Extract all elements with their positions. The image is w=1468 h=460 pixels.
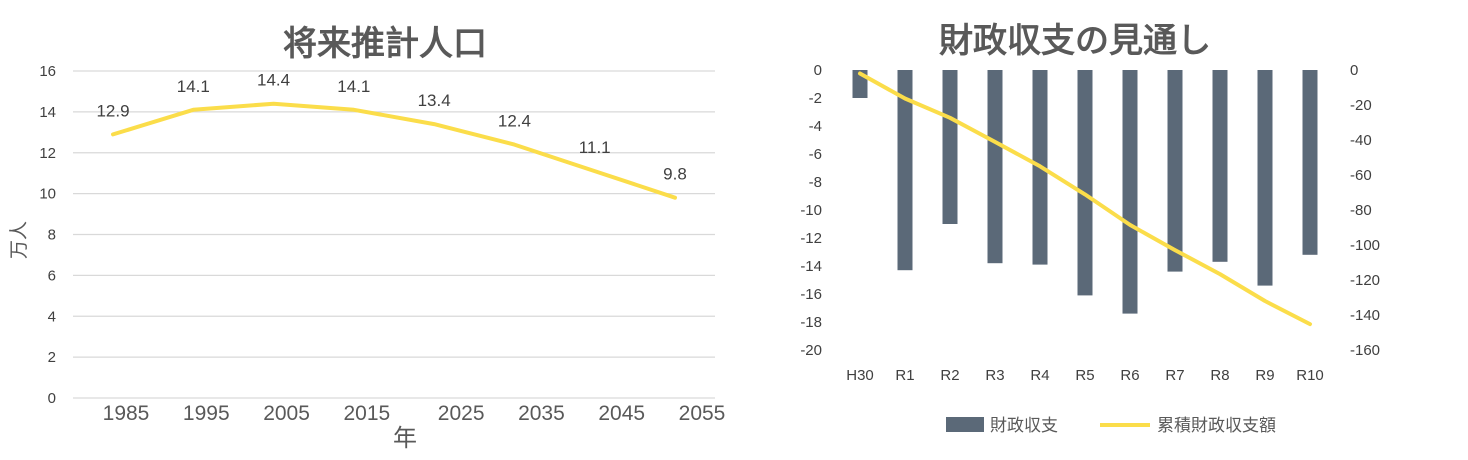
fiscal-right-y-tick: -160 <box>1350 342 1380 359</box>
fiscal-x-tick: R3 <box>985 367 1004 384</box>
fiscal-left-y-tick: -12 <box>800 230 822 247</box>
population-data-label: 9.8 <box>663 165 687 184</box>
fiscal-left-y-tick: -8 <box>809 174 822 191</box>
fiscal-left-y-tick: -18 <box>800 314 822 331</box>
fiscal-right-y-tick: 0 <box>1350 62 1358 79</box>
fiscal-x-tick: R6 <box>1120 367 1139 384</box>
cumulative-balance-line <box>858 71 1312 327</box>
population-y-tick: 10 <box>39 186 56 203</box>
fiscal-balance-bar <box>1302 70 1318 255</box>
fiscal-left-y-tick: -2 <box>809 90 822 107</box>
population-y-tick: 4 <box>48 308 56 325</box>
fiscal-left-y-tick: -14 <box>800 258 822 275</box>
fiscal-balance-bar <box>1122 70 1138 314</box>
population-data-label: 14.1 <box>337 77 370 96</box>
fiscal-balance-bar <box>1167 70 1183 272</box>
fiscal-balance-bar <box>987 70 1003 264</box>
population-y-tick: 8 <box>48 227 56 244</box>
fiscal-right-y-tick: -80 <box>1350 202 1372 219</box>
fiscal-x-tick: R7 <box>1165 367 1184 384</box>
population-data-label: 11.1 <box>579 138 611 157</box>
population-x-tick: 2045 <box>598 402 645 425</box>
fiscal-left-y-tick: -10 <box>800 202 822 219</box>
fiscal-right-y-tick: -100 <box>1350 237 1380 254</box>
fiscal-right-y-tick: -60 <box>1350 167 1372 184</box>
population-y-tick: 6 <box>48 267 56 284</box>
fiscal-balance-bar <box>942 70 958 224</box>
population-chart-title: 将来推計人口 <box>283 24 487 64</box>
population-y-tick: 2 <box>48 349 56 366</box>
population-data-label: 14.1 <box>177 77 210 96</box>
legend-bar-swatch <box>946 417 984 432</box>
population-y-axis-label: 万人 <box>8 221 30 259</box>
fiscal-left-y-tick: -4 <box>809 118 822 135</box>
fiscal-x-tick: R8 <box>1210 367 1229 384</box>
legend-bar-label: 財政収支 <box>990 416 1058 436</box>
legend-line-label: 累積財政収支額 <box>1157 416 1276 436</box>
fiscal-left-y-tick: -20 <box>800 342 822 359</box>
fiscal-balance-bar <box>897 70 913 271</box>
population-data-label: 12.4 <box>498 112 531 131</box>
fiscal-balance-bar <box>1212 70 1228 262</box>
fiscal-right-y-tick: -120 <box>1350 272 1380 289</box>
fiscal-balance-bar <box>1077 70 1093 296</box>
fiscal-right-y-tick: -40 <box>1350 132 1372 149</box>
fiscal-balance-bar <box>1257 70 1273 286</box>
fiscal-x-tick: R2 <box>940 367 959 384</box>
population-x-axis-label: 年 <box>393 424 417 452</box>
fiscal-x-tick: R5 <box>1075 367 1094 384</box>
population-y-tick: 16 <box>39 63 56 80</box>
population-chart: 将来推計人口 万人 年 0 2 4 6 8 10 12 14 16 1985 1995 2005 20… <box>8 24 725 452</box>
fiscal-left-y-tick: 0 <box>814 62 822 79</box>
population-x-tick: 2035 <box>518 402 565 425</box>
population-x-tick: 1985 <box>103 402 150 425</box>
fiscal-legend: 財政収支 累積財政収支額 <box>946 416 1276 436</box>
population-data-label: 14.4 <box>257 71 290 90</box>
population-x-tick: 2025 <box>438 402 485 425</box>
population-data-label: 13.4 <box>418 91 451 110</box>
fiscal-x-tick: R4 <box>1030 367 1049 384</box>
population-line <box>111 101 677 200</box>
fiscal-right-y-tick: -20 <box>1350 97 1372 114</box>
fiscal-chart-title: 財政収支の見通し <box>939 21 1211 61</box>
fiscal-left-y-tick: -6 <box>809 146 822 163</box>
fiscal-x-tick: H30 <box>846 367 874 384</box>
population-x-tick: 2055 <box>679 402 726 425</box>
population-y-tick: 14 <box>39 104 56 121</box>
population-x-tick: 2015 <box>343 402 390 425</box>
population-x-tick: 1995 <box>183 402 230 425</box>
population-x-tick: 2005 <box>263 402 310 425</box>
fiscal-x-tick: R9 <box>1255 367 1274 384</box>
population-data-label: 12.9 <box>96 101 129 120</box>
fiscal-left-y-tick: -16 <box>800 286 822 303</box>
fiscal-right-y-tick: -140 <box>1350 307 1380 324</box>
population-y-tick: 12 <box>39 145 56 162</box>
population-y-tick: 0 <box>48 390 56 407</box>
fiscal-chart: 財政収支の見通し 0 -2 -4 -6 -8 -10 -12 -14 -16 -18 -20 0 -2… <box>800 21 1380 436</box>
fiscal-x-tick: R10 <box>1296 367 1324 384</box>
fiscal-x-tick: R1 <box>895 367 914 384</box>
